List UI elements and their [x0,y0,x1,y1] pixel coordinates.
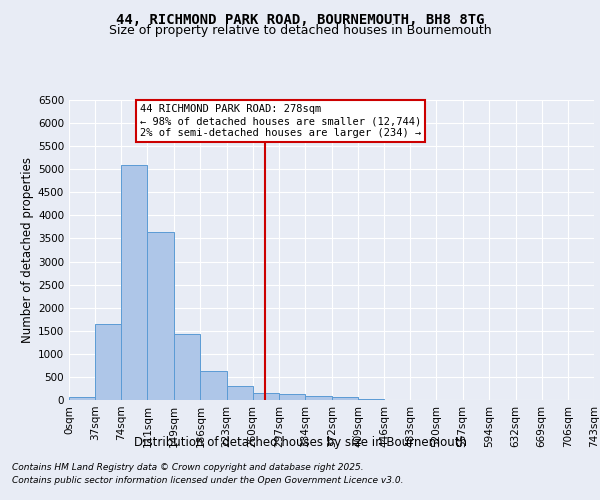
Text: 44, RICHMOND PARK ROAD, BOURNEMOUTH, BH8 8TG: 44, RICHMOND PARK ROAD, BOURNEMOUTH, BH8… [116,12,484,26]
Bar [148,232,174,400]
Y-axis label: Number of detached properties: Number of detached properties [21,157,34,343]
Bar [69,397,95,400]
Text: Distribution of detached houses by size in Bournemouth: Distribution of detached houses by size … [133,436,467,449]
Bar [253,393,279,400]
Bar [279,394,305,400]
Bar [332,397,358,400]
Bar [174,334,200,400]
Bar [305,396,332,400]
Text: Size of property relative to detached houses in Bournemouth: Size of property relative to detached ho… [109,24,491,37]
Text: Contains public sector information licensed under the Open Government Licence v3: Contains public sector information licen… [12,476,404,485]
Text: Contains HM Land Registry data © Crown copyright and database right 2025.: Contains HM Land Registry data © Crown c… [12,464,364,472]
Bar [227,386,253,400]
Bar [200,372,227,400]
Bar [95,324,121,400]
Bar [358,399,384,400]
Bar [121,164,148,400]
Text: 44 RICHMOND PARK ROAD: 278sqm
← 98% of detached houses are smaller (12,744)
2% o: 44 RICHMOND PARK ROAD: 278sqm ← 98% of d… [140,104,421,138]
